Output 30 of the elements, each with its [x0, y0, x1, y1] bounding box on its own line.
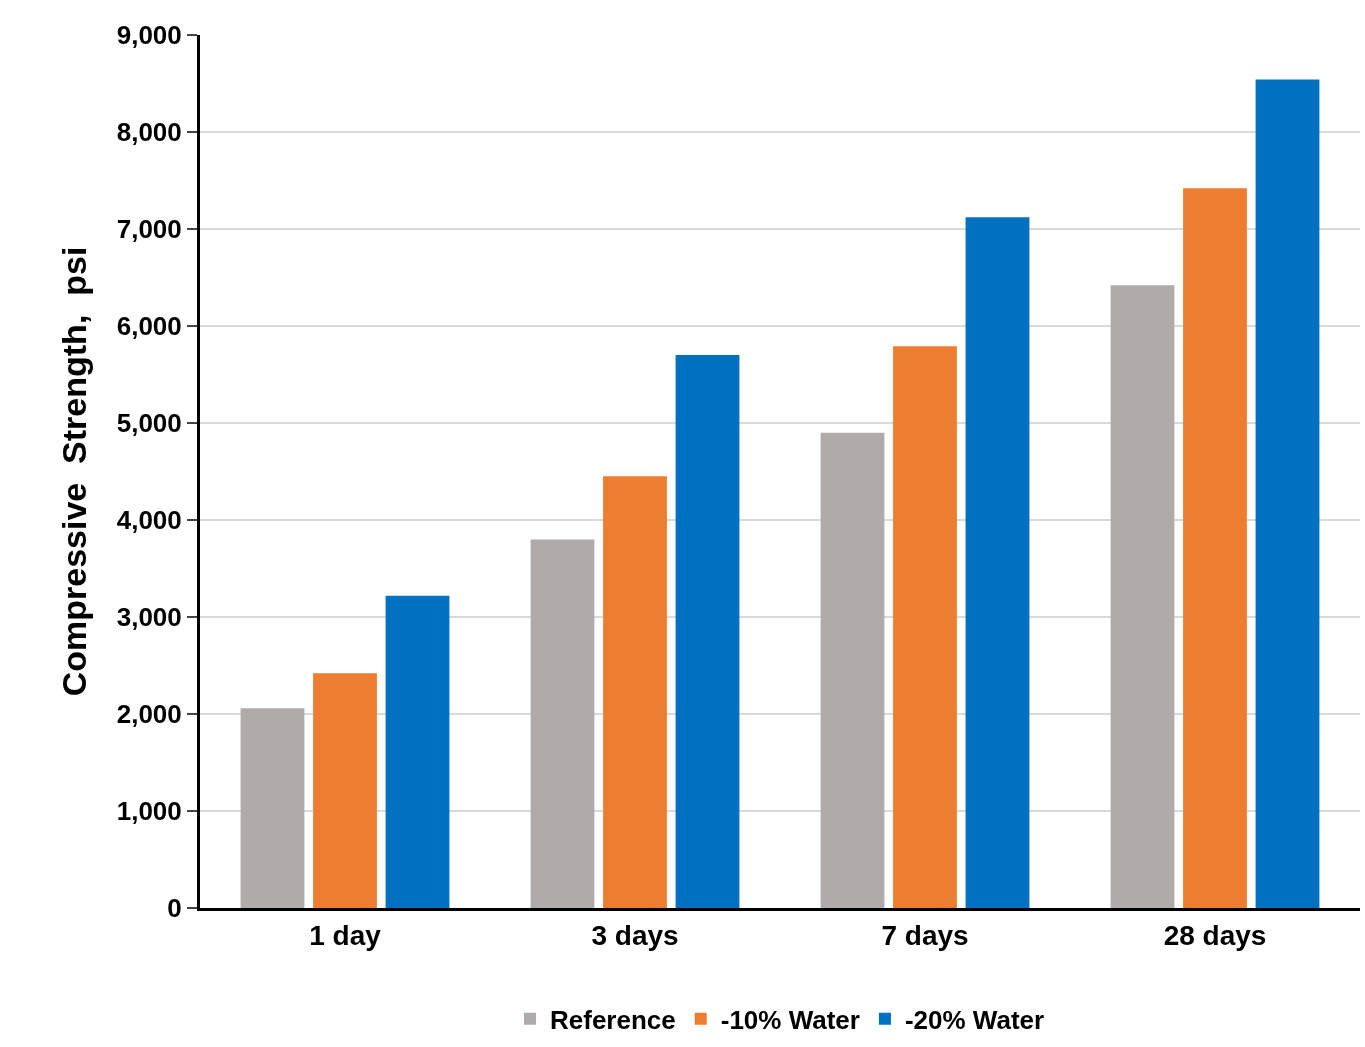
bar	[1183, 188, 1247, 908]
y-tick-label: 6,000	[116, 311, 182, 342]
y-tick-label: 8,000	[116, 117, 182, 148]
y-tick-label: 1,000	[116, 796, 182, 827]
bar	[1255, 79, 1320, 908]
y-tick-label: 0	[167, 893, 182, 924]
bar	[675, 355, 740, 908]
y-tick-label: 7,000	[116, 214, 182, 245]
legend-label: Reference	[550, 1004, 676, 1035]
y-tick-label: 3,000	[116, 602, 182, 633]
y-axis-title: Compressive Strength, psi	[55, 246, 94, 697]
x-tick-label: 28 days	[1163, 919, 1267, 951]
x-tick-label: 1 day	[309, 919, 382, 951]
bar	[240, 708, 305, 908]
bar	[313, 673, 377, 908]
y-tick-label: 4,000	[116, 505, 182, 536]
bar	[603, 476, 667, 908]
bar	[893, 346, 957, 908]
y-tick-label: 5,000	[116, 408, 182, 439]
bar	[820, 432, 885, 908]
y-tick-label: 2,000	[116, 699, 182, 730]
bar	[965, 217, 1030, 908]
y-tick-label: 9,000	[116, 20, 182, 51]
legend-label: -10% Water	[720, 1004, 860, 1035]
bar	[530, 539, 595, 908]
bar	[1110, 285, 1175, 908]
bar	[385, 595, 450, 908]
x-tick-label: 7 days	[881, 919, 969, 951]
legend-label: -20% Water	[904, 1004, 1045, 1035]
x-tick-label: 3 days	[591, 919, 679, 951]
